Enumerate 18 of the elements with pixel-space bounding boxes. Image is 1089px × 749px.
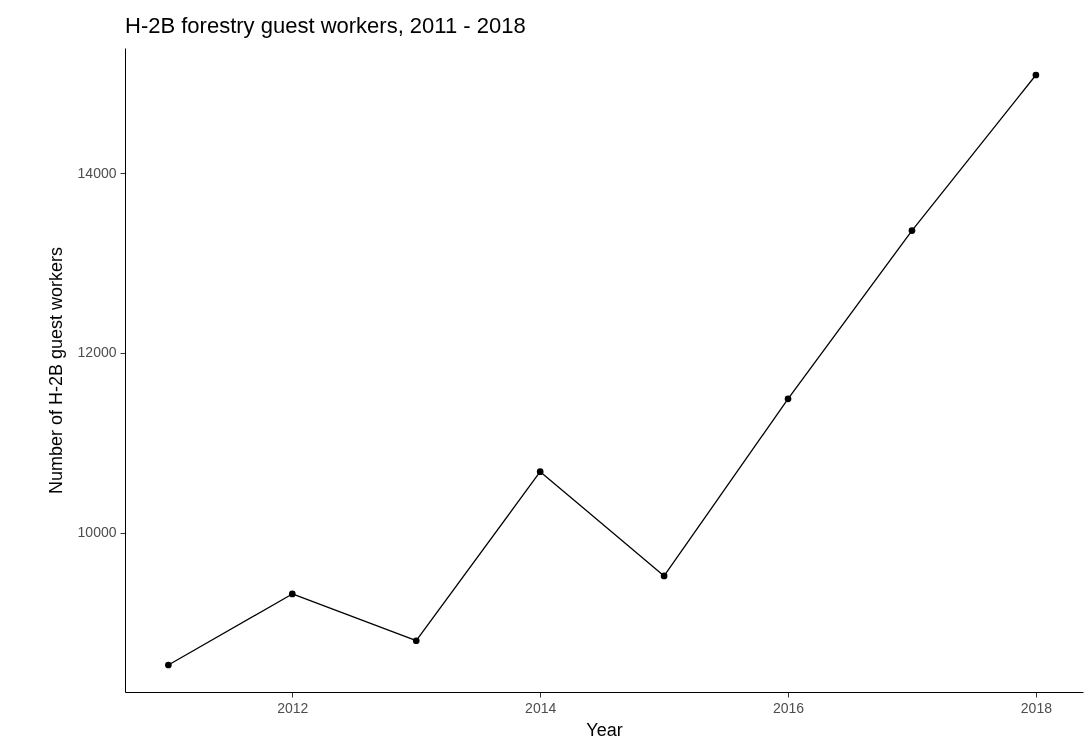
point	[536, 468, 544, 475]
x-tick-label: 2014	[525, 699, 557, 716]
x-tick-label: 2018	[1020, 699, 1053, 716]
y-tick-label: 14000	[77, 164, 117, 181]
point	[165, 661, 172, 669]
y-tick-label: 10000	[77, 524, 117, 541]
y-tick-label: 12000	[77, 344, 117, 361]
point	[784, 395, 792, 403]
point	[1032, 71, 1040, 79]
y-axis-title: Number of H-2B guest workers	[45, 246, 66, 495]
point	[908, 227, 916, 234]
chart-title: H-2B forestry guest workers, 2011 - 2018	[125, 13, 526, 38]
x-axis-title: Year	[586, 719, 623, 740]
point	[288, 590, 296, 598]
point	[660, 572, 668, 580]
x-tick-label: 2016	[772, 699, 805, 716]
x-tick-label: 2012	[277, 699, 309, 716]
point	[412, 637, 420, 645]
